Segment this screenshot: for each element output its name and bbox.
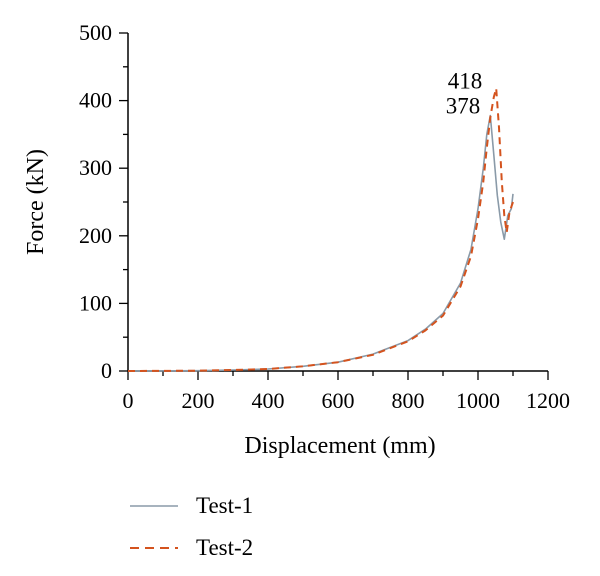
x-tick-label: 1200 [526, 388, 570, 413]
y-tick-label: 100 [79, 290, 112, 315]
series-line-test-1 [127, 114, 514, 372]
series-line-test-2 [127, 87, 514, 372]
x-tick-label: 1000 [456, 388, 500, 413]
legend-label-test-1: Test-1 [196, 493, 253, 518]
peak-label-378: 378 [446, 93, 481, 118]
x-axis-title: Displacement (mm) [244, 433, 435, 459]
x-tick-label: 600 [322, 388, 355, 413]
y-axis-ticks: 0 100 200 300 400 500 [79, 20, 128, 383]
x-tick-label: 400 [252, 388, 285, 413]
legend: Test-1 Test-2 [130, 493, 253, 560]
y-tick-label: 0 [101, 358, 112, 383]
y-tick-label: 400 [79, 88, 112, 113]
y-tick-label: 300 [79, 155, 112, 180]
y-axis-title: Force (kN) [23, 149, 49, 255]
x-axis-ticks: 0 200 400 600 800 1000 1200 [123, 371, 570, 413]
y-tick-label: 200 [79, 223, 112, 248]
x-tick-label: 200 [182, 388, 215, 413]
peak-label-418: 418 [448, 68, 483, 93]
series-layer [127, 87, 514, 372]
legend-label-test-2: Test-2 [196, 535, 253, 560]
x-tick-label: 0 [123, 388, 134, 413]
y-tick-label: 500 [79, 20, 112, 45]
x-tick-label: 800 [392, 388, 425, 413]
